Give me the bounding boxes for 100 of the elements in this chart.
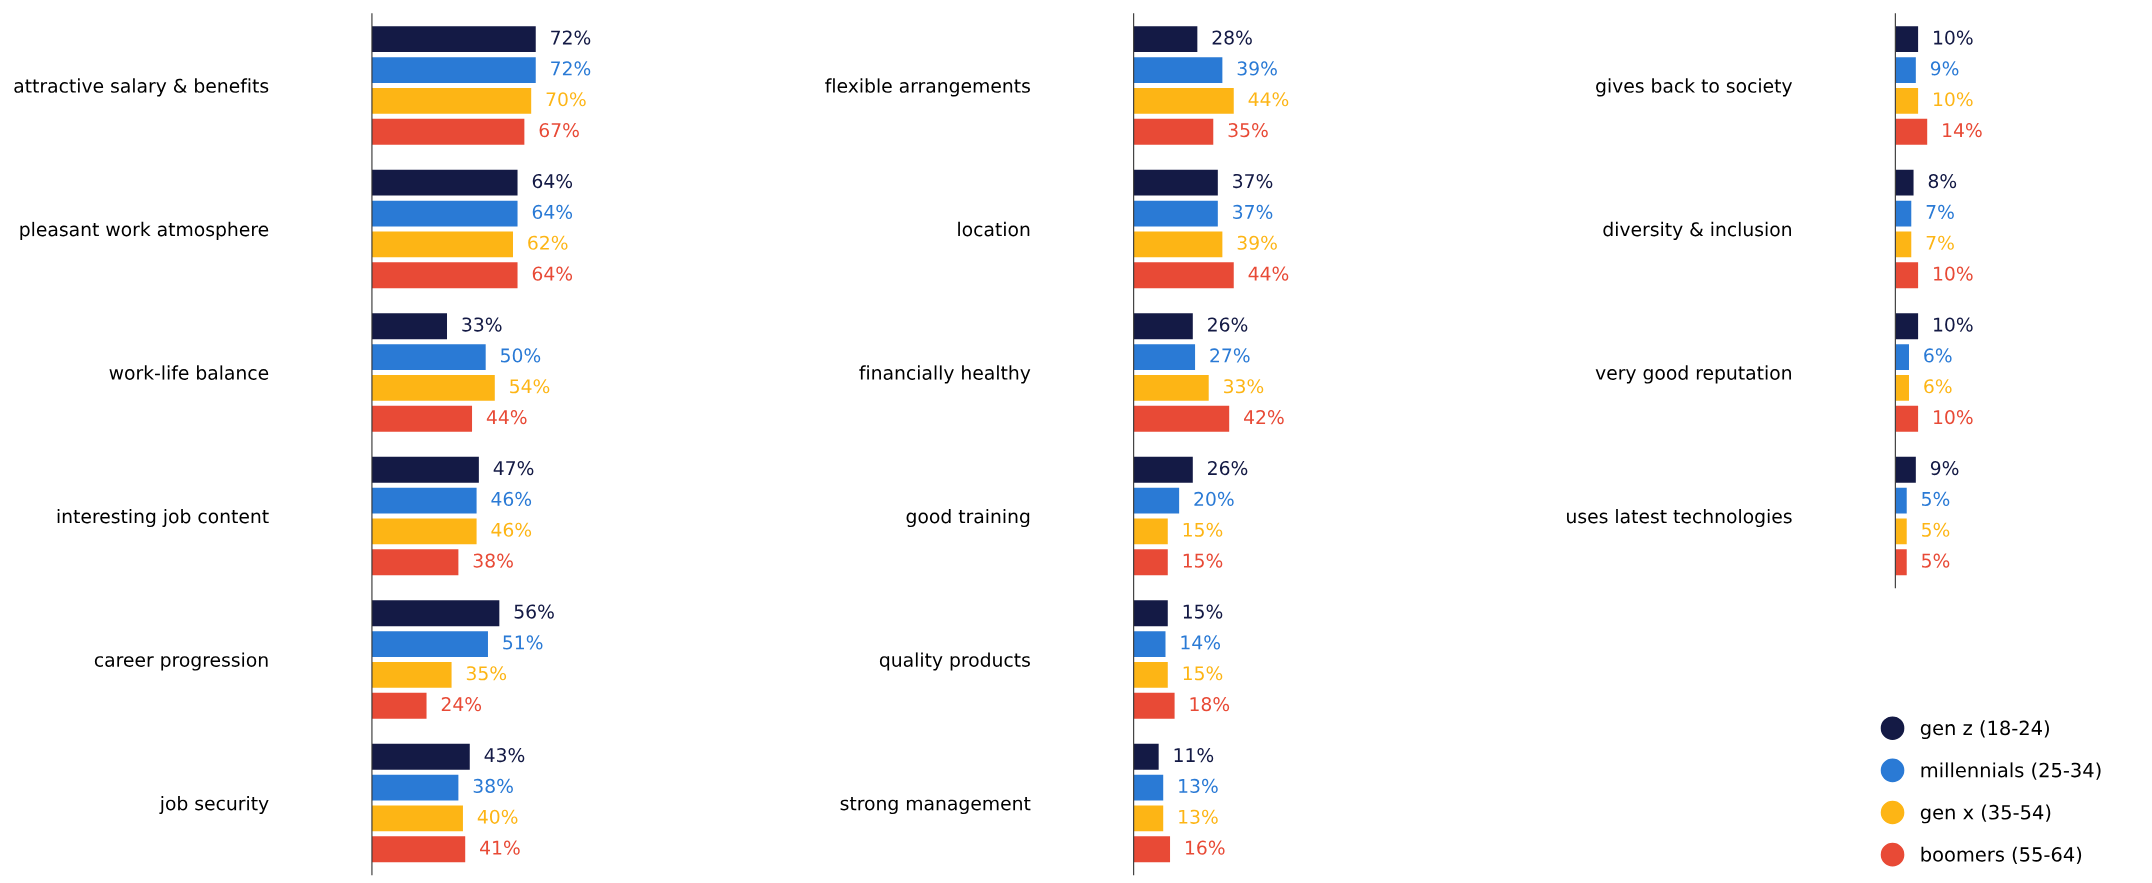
bar <box>371 262 518 289</box>
bar <box>1895 169 1914 196</box>
legend-label: gen z (18-24) <box>1920 720 2049 740</box>
data-label: 28% <box>1212 30 1252 45</box>
bar <box>1895 549 1907 576</box>
bar <box>1133 118 1214 145</box>
y-tick-label: job security <box>159 795 269 815</box>
y-tick-label: work-life balance <box>109 365 269 380</box>
bar <box>1133 805 1164 832</box>
data-label: 46% <box>491 522 532 537</box>
y-tick-label: pleasant work atmosphere <box>20 221 269 241</box>
bar <box>371 231 513 258</box>
y-tick-label: career progression <box>94 652 268 671</box>
bar <box>1133 57 1223 83</box>
bar <box>371 805 463 832</box>
bar <box>1133 836 1171 863</box>
data-label: 15% <box>1183 604 1223 619</box>
bar <box>1895 518 1907 545</box>
y-tick-label: attractive salary & benefits <box>14 78 269 97</box>
bar <box>1133 518 1168 545</box>
bar <box>1133 200 1218 227</box>
bar <box>1895 88 1919 114</box>
data-label: 24% <box>441 697 482 712</box>
bar <box>371 487 477 514</box>
bar <box>1895 231 1912 258</box>
bar <box>1895 375 1909 401</box>
bar <box>371 118 525 145</box>
data-label: 44% <box>486 410 527 425</box>
data-label: 10% <box>1934 266 1973 281</box>
bar <box>1133 600 1168 627</box>
data-label: 46% <box>491 491 532 507</box>
bar <box>1133 26 1198 53</box>
legend-label: millennials (25-34) <box>1921 762 2101 780</box>
bar <box>1133 169 1218 196</box>
data-label: 7% <box>1926 204 1954 219</box>
bar <box>371 518 477 545</box>
data-label: 27% <box>1210 348 1250 363</box>
y-tick-label: good training <box>906 508 1030 528</box>
data-label: 64% <box>532 266 573 281</box>
bar <box>371 200 518 227</box>
bar <box>1133 662 1168 688</box>
data-label: 64% <box>532 204 573 219</box>
y-tick-label: diversity & inclusion <box>1603 221 1791 241</box>
y-tick-label: strong management <box>840 796 1031 815</box>
bar <box>371 26 536 53</box>
data-label: 44% <box>1248 266 1289 281</box>
bar <box>1895 200 1912 227</box>
bar <box>1133 487 1180 514</box>
data-label: 5% <box>1922 522 1950 537</box>
bar <box>1895 26 1919 53</box>
data-label: 37% <box>1233 204 1273 219</box>
data-label: 15% <box>1183 553 1223 568</box>
data-label: 33% <box>462 317 502 332</box>
data-label: 5% <box>1922 491 1950 507</box>
data-label: 9% <box>1930 61 1959 76</box>
data-label: 5% <box>1922 553 1950 568</box>
bar <box>1895 57 1916 83</box>
data-label: 38% <box>473 553 513 568</box>
bar <box>1133 313 1193 340</box>
data-label: 14% <box>1181 635 1221 650</box>
bar <box>371 88 532 114</box>
data-label: 40% <box>477 809 518 824</box>
bar <box>371 600 500 627</box>
bar <box>371 662 452 688</box>
data-label: 41% <box>480 840 520 855</box>
data-label: 37% <box>1233 173 1273 189</box>
bar <box>1895 487 1907 514</box>
bar <box>1895 313 1919 340</box>
data-label: 72% <box>551 61 591 76</box>
data-label: 42% <box>1244 410 1284 425</box>
y-tick-label: interesting job content <box>57 508 269 528</box>
data-label: 35% <box>466 666 507 681</box>
bar <box>1133 743 1159 770</box>
bar <box>371 631 488 657</box>
data-label: 35% <box>1228 123 1268 138</box>
data-label: 10% <box>1934 92 1973 107</box>
bar <box>1133 405 1230 432</box>
bar <box>1133 456 1193 483</box>
y-tick-label: flexible arrangements <box>825 78 1030 97</box>
data-label: 54% <box>510 379 550 394</box>
y-tick-label: quality products <box>879 652 1030 671</box>
data-label: 6% <box>1924 348 1952 363</box>
data-label: 6% <box>1924 379 1952 394</box>
data-label: 20% <box>1194 491 1234 507</box>
data-label: 8% <box>1928 173 1957 189</box>
data-label: 67% <box>539 123 579 138</box>
data-label: 38% <box>473 778 513 794</box>
bar <box>1133 231 1223 258</box>
data-label: 11% <box>1174 747 1214 763</box>
bar <box>371 549 459 576</box>
data-label: 10% <box>1934 30 1973 45</box>
bar <box>1133 88 1234 114</box>
legend-label: gen x (35-54) <box>1920 804 2051 824</box>
data-label: 39% <box>1237 235 1277 250</box>
data-label: 39% <box>1237 61 1277 76</box>
bar <box>371 774 459 801</box>
bar <box>1133 262 1234 289</box>
bar <box>1133 692 1175 719</box>
bar <box>1133 375 1209 401</box>
bar <box>371 375 495 401</box>
